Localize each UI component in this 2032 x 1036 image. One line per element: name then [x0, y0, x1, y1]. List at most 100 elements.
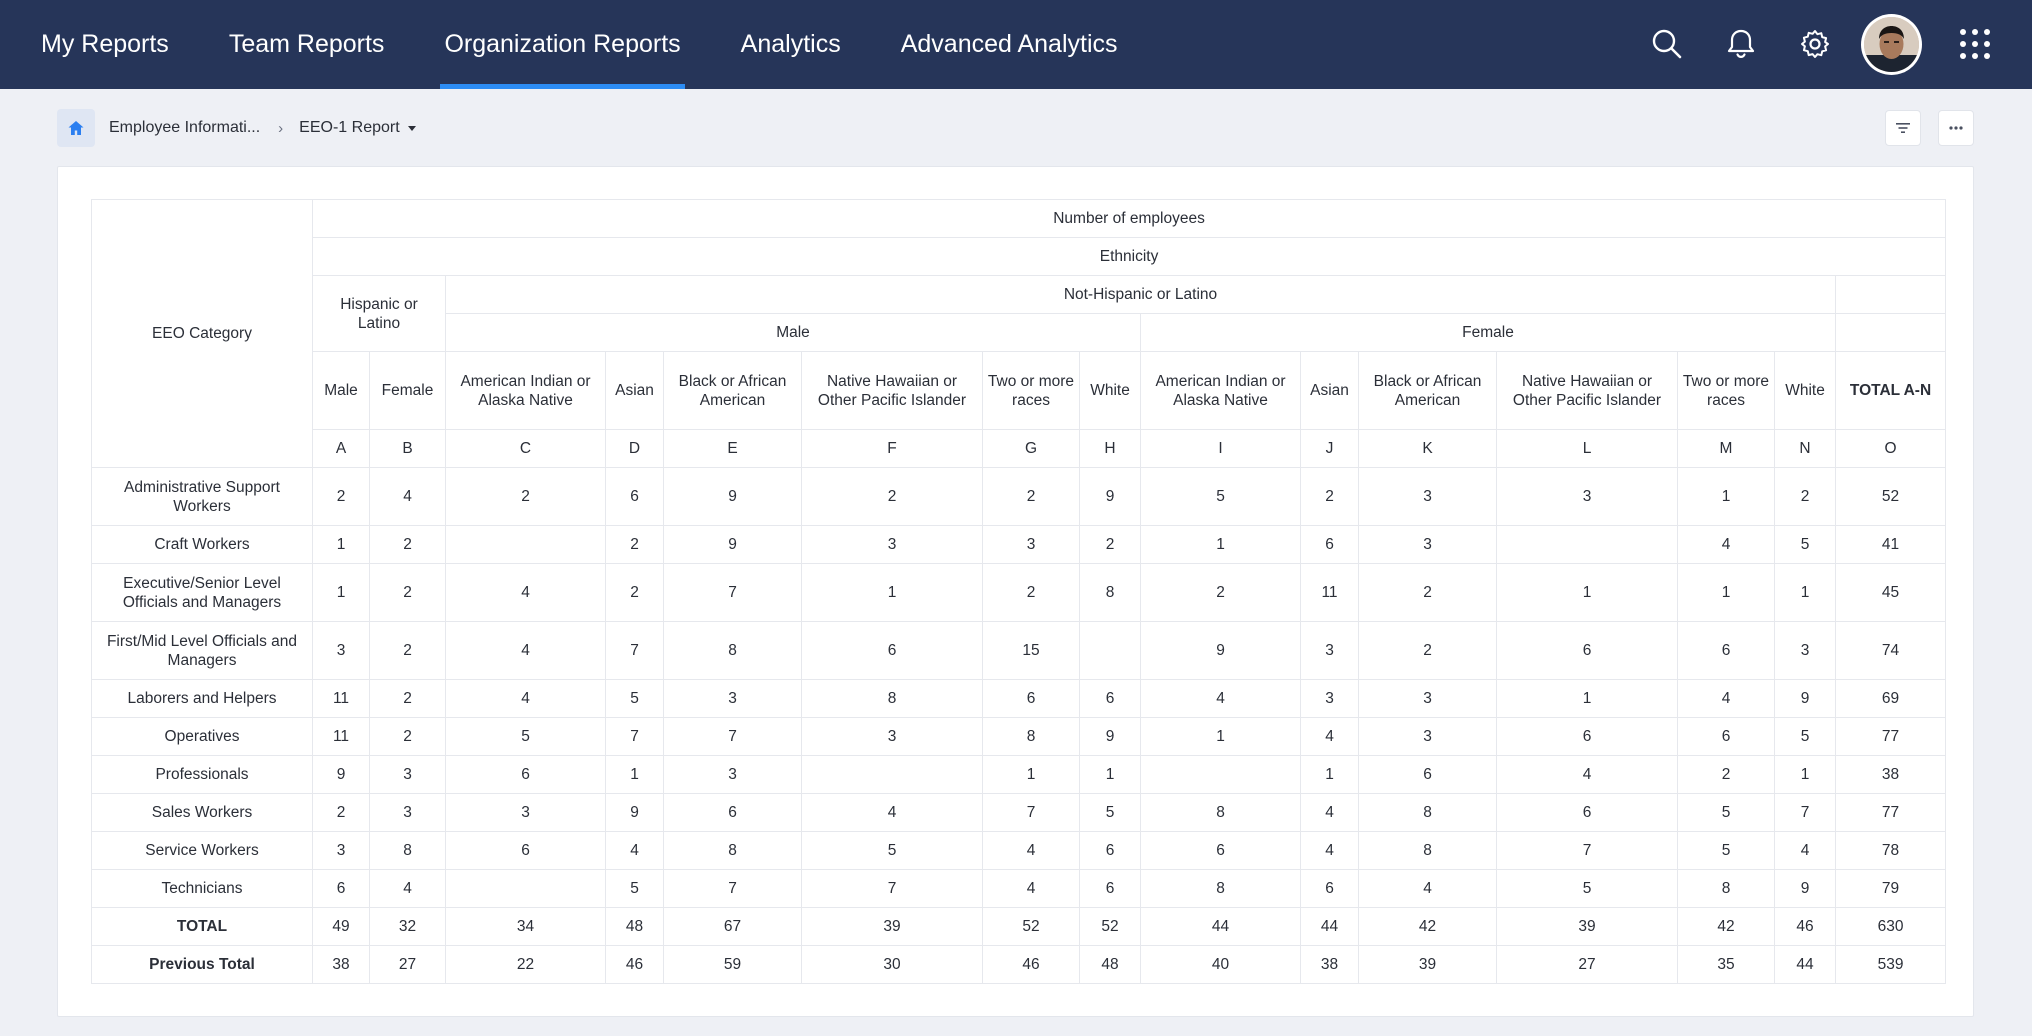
more-options-button[interactable] — [1938, 110, 1974, 146]
table-cell: 5 — [605, 679, 664, 718]
avatar[interactable] — [1861, 14, 1922, 75]
table-cell: 6 — [1300, 525, 1359, 564]
table-cell: 44 — [1300, 907, 1359, 946]
table-cell: 2 — [369, 563, 446, 622]
table-cell: 52 — [1834, 467, 1947, 526]
column-letter: B — [369, 429, 446, 468]
table-cell: 6 — [1140, 831, 1301, 870]
table-cell: 4 — [445, 563, 606, 622]
table-cell: 4 — [1496, 755, 1678, 794]
table-cell: 3 — [369, 755, 446, 794]
table-cell: 6 — [445, 831, 606, 870]
gear-icon[interactable] — [1792, 21, 1838, 67]
row-category: Executive/Senior Level Officials and Man… — [91, 563, 313, 622]
table-cell: 52 — [1079, 907, 1141, 946]
table-cell: 8 — [1677, 869, 1775, 908]
row-category: First/Mid Level Officials and Managers — [91, 621, 313, 680]
table-cell: 2 — [1079, 525, 1141, 564]
table-cell: 2 — [1300, 467, 1359, 526]
table-cell: 41 — [1834, 525, 1947, 564]
table-cell: 39 — [801, 907, 983, 946]
report-selector[interactable]: EEO-1 Report — [299, 119, 416, 137]
table-cell: 3 — [1774, 621, 1836, 680]
table-cell: 38 — [1300, 945, 1359, 984]
male-group-header: Male — [445, 313, 1141, 352]
table-cell: 3 — [982, 525, 1080, 564]
table-cell: 59 — [663, 945, 802, 984]
table-row: Professionals 9 3 6 1 3 1 1 1 6 4 2 1 38 — [91, 755, 1947, 794]
tab-analytics[interactable]: Analytics — [740, 30, 841, 58]
filter-button[interactable] — [1885, 110, 1921, 146]
table-cell: 5 — [445, 717, 606, 756]
table-cell: 7 — [801, 869, 983, 908]
table-cell: 4 — [445, 621, 606, 680]
table-cell: 6 — [801, 621, 983, 680]
table-cell: 1 — [605, 755, 664, 794]
table-cell: 4 — [1300, 793, 1359, 832]
home-button[interactable] — [57, 109, 95, 147]
table-cell: 3 — [1358, 525, 1497, 564]
row-category: Operatives — [91, 717, 313, 756]
table-cell: 4 — [1300, 717, 1359, 756]
table-cell: 2 — [312, 793, 370, 832]
tab-advanced-analytics[interactable]: Advanced Analytics — [900, 30, 1118, 58]
table-cell: 1 — [1677, 563, 1775, 622]
breadcrumb-parent[interactable]: Employee Informati... — [109, 119, 261, 136]
table-cell: 7 — [605, 717, 664, 756]
column-header: Black or African American — [1358, 351, 1497, 430]
table-cell: 4 — [369, 467, 446, 526]
table-cell: 1 — [982, 755, 1080, 794]
home-icon — [68, 121, 84, 135]
row-category: Craft Workers — [91, 525, 313, 564]
table-cell: 6 — [1358, 755, 1497, 794]
table-cell: 45 — [1834, 563, 1947, 622]
tab-team-reports[interactable]: Team Reports — [228, 30, 385, 58]
table-cell: 3 — [1496, 467, 1678, 526]
table-row: Administrative Support Workers 2 4 2 6 9 2 2 9 5 2… — [91, 467, 1947, 526]
table-cell: 9 — [1079, 717, 1141, 756]
row-category: Professionals — [91, 755, 313, 794]
table-cell: 46 — [1774, 907, 1836, 946]
search-icon[interactable] — [1644, 21, 1690, 67]
table-cell: 42 — [1358, 907, 1497, 946]
table-cell: 4 — [369, 869, 446, 908]
breadcrumb: Employee Informati... › EEO-1 Report — [57, 108, 416, 148]
table-cell — [445, 869, 606, 908]
table-cell: 3 — [312, 621, 370, 680]
table-cell: 67 — [663, 907, 802, 946]
table-cell: 5 — [1140, 467, 1301, 526]
table-cell: 15 — [982, 621, 1080, 680]
table-cell: 4 — [1677, 525, 1775, 564]
table-row: Executive/Senior Level Officials and Man… — [91, 563, 1947, 622]
table-cell: 8 — [801, 679, 983, 718]
table-cell: 9 — [1079, 467, 1141, 526]
column-letter: L — [1496, 429, 1678, 468]
table-cell: 8 — [1140, 793, 1301, 832]
table-cell: 9 — [1774, 679, 1836, 718]
tab-my-reports[interactable]: My Reports — [41, 30, 169, 58]
table-cell: 4 — [982, 869, 1080, 908]
table-cell: 52 — [982, 907, 1080, 946]
table-row: TOTAL 49 32 34 48 67 39 52 52 44 44 42 39 42 46 630 — [91, 907, 1947, 946]
table-cell: 2 — [1358, 621, 1497, 680]
column-header: Female — [369, 351, 446, 430]
table-row: Laborers and Helpers 11 2 4 5 3 8 6 6 4 3 3 1 4 9 69 — [91, 679, 1947, 718]
bell-icon[interactable] — [1718, 21, 1764, 67]
table-cell: 6 — [1079, 869, 1141, 908]
table-cell: 77 — [1834, 717, 1947, 756]
table-row: Technicians 6 4 5 7 7 4 6 8 6 4 5 8 9 79 — [91, 869, 1947, 908]
table-cell: 1 — [1140, 717, 1301, 756]
table-cell: 1 — [312, 563, 370, 622]
table-cell: 2 — [369, 679, 446, 718]
eeo-category-header: EEO Category — [91, 199, 313, 468]
column-letter: G — [982, 429, 1080, 468]
apps-grid-icon[interactable] — [1952, 21, 1998, 67]
row-category: Laborers and Helpers — [91, 679, 313, 718]
table-cell: 77 — [1834, 793, 1947, 832]
table-cell: 74 — [1834, 621, 1947, 680]
tab-organization-reports[interactable]: Organization Reports — [440, 0, 685, 89]
table-cell: 22 — [445, 945, 606, 984]
table-cell: 11 — [1300, 563, 1359, 622]
table-cell: 2 — [1774, 467, 1836, 526]
table-cell: 3 — [801, 525, 983, 564]
